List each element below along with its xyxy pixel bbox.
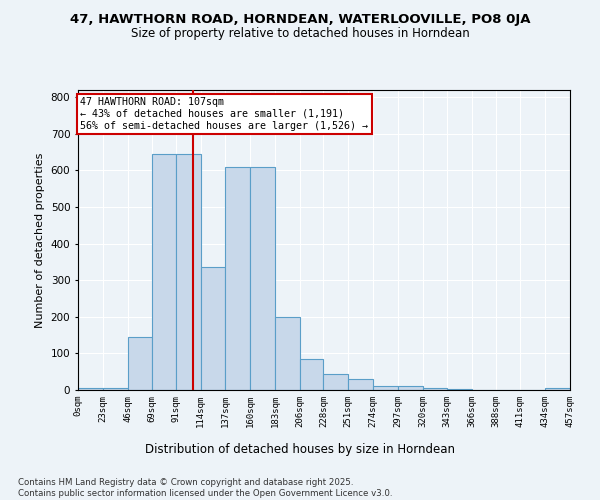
- Y-axis label: Number of detached properties: Number of detached properties: [35, 152, 45, 328]
- Bar: [226, 167, 250, 390]
- Bar: [348, 379, 373, 390]
- Bar: [103, 388, 128, 390]
- Bar: [373, 386, 398, 390]
- Bar: [176, 154, 201, 390]
- Bar: [398, 386, 422, 390]
- Text: 47 HAWTHORN ROAD: 107sqm
← 43% of detached houses are smaller (1,191)
56% of sem: 47 HAWTHORN ROAD: 107sqm ← 43% of detach…: [80, 98, 368, 130]
- Bar: [78, 388, 103, 390]
- Text: Size of property relative to detached houses in Horndean: Size of property relative to detached ho…: [131, 28, 469, 40]
- Bar: [323, 374, 348, 390]
- Bar: [250, 167, 275, 390]
- Text: Contains HM Land Registry data © Crown copyright and database right 2025.
Contai: Contains HM Land Registry data © Crown c…: [18, 478, 392, 498]
- Bar: [275, 317, 300, 390]
- Bar: [128, 337, 152, 390]
- Bar: [300, 359, 323, 390]
- Bar: [152, 154, 176, 390]
- Bar: [545, 388, 570, 390]
- Text: 47, HAWTHORN ROAD, HORNDEAN, WATERLOOVILLE, PO8 0JA: 47, HAWTHORN ROAD, HORNDEAN, WATERLOOVIL…: [70, 12, 530, 26]
- Text: Distribution of detached houses by size in Horndean: Distribution of detached houses by size …: [145, 442, 455, 456]
- Bar: [201, 268, 226, 390]
- Bar: [422, 388, 447, 390]
